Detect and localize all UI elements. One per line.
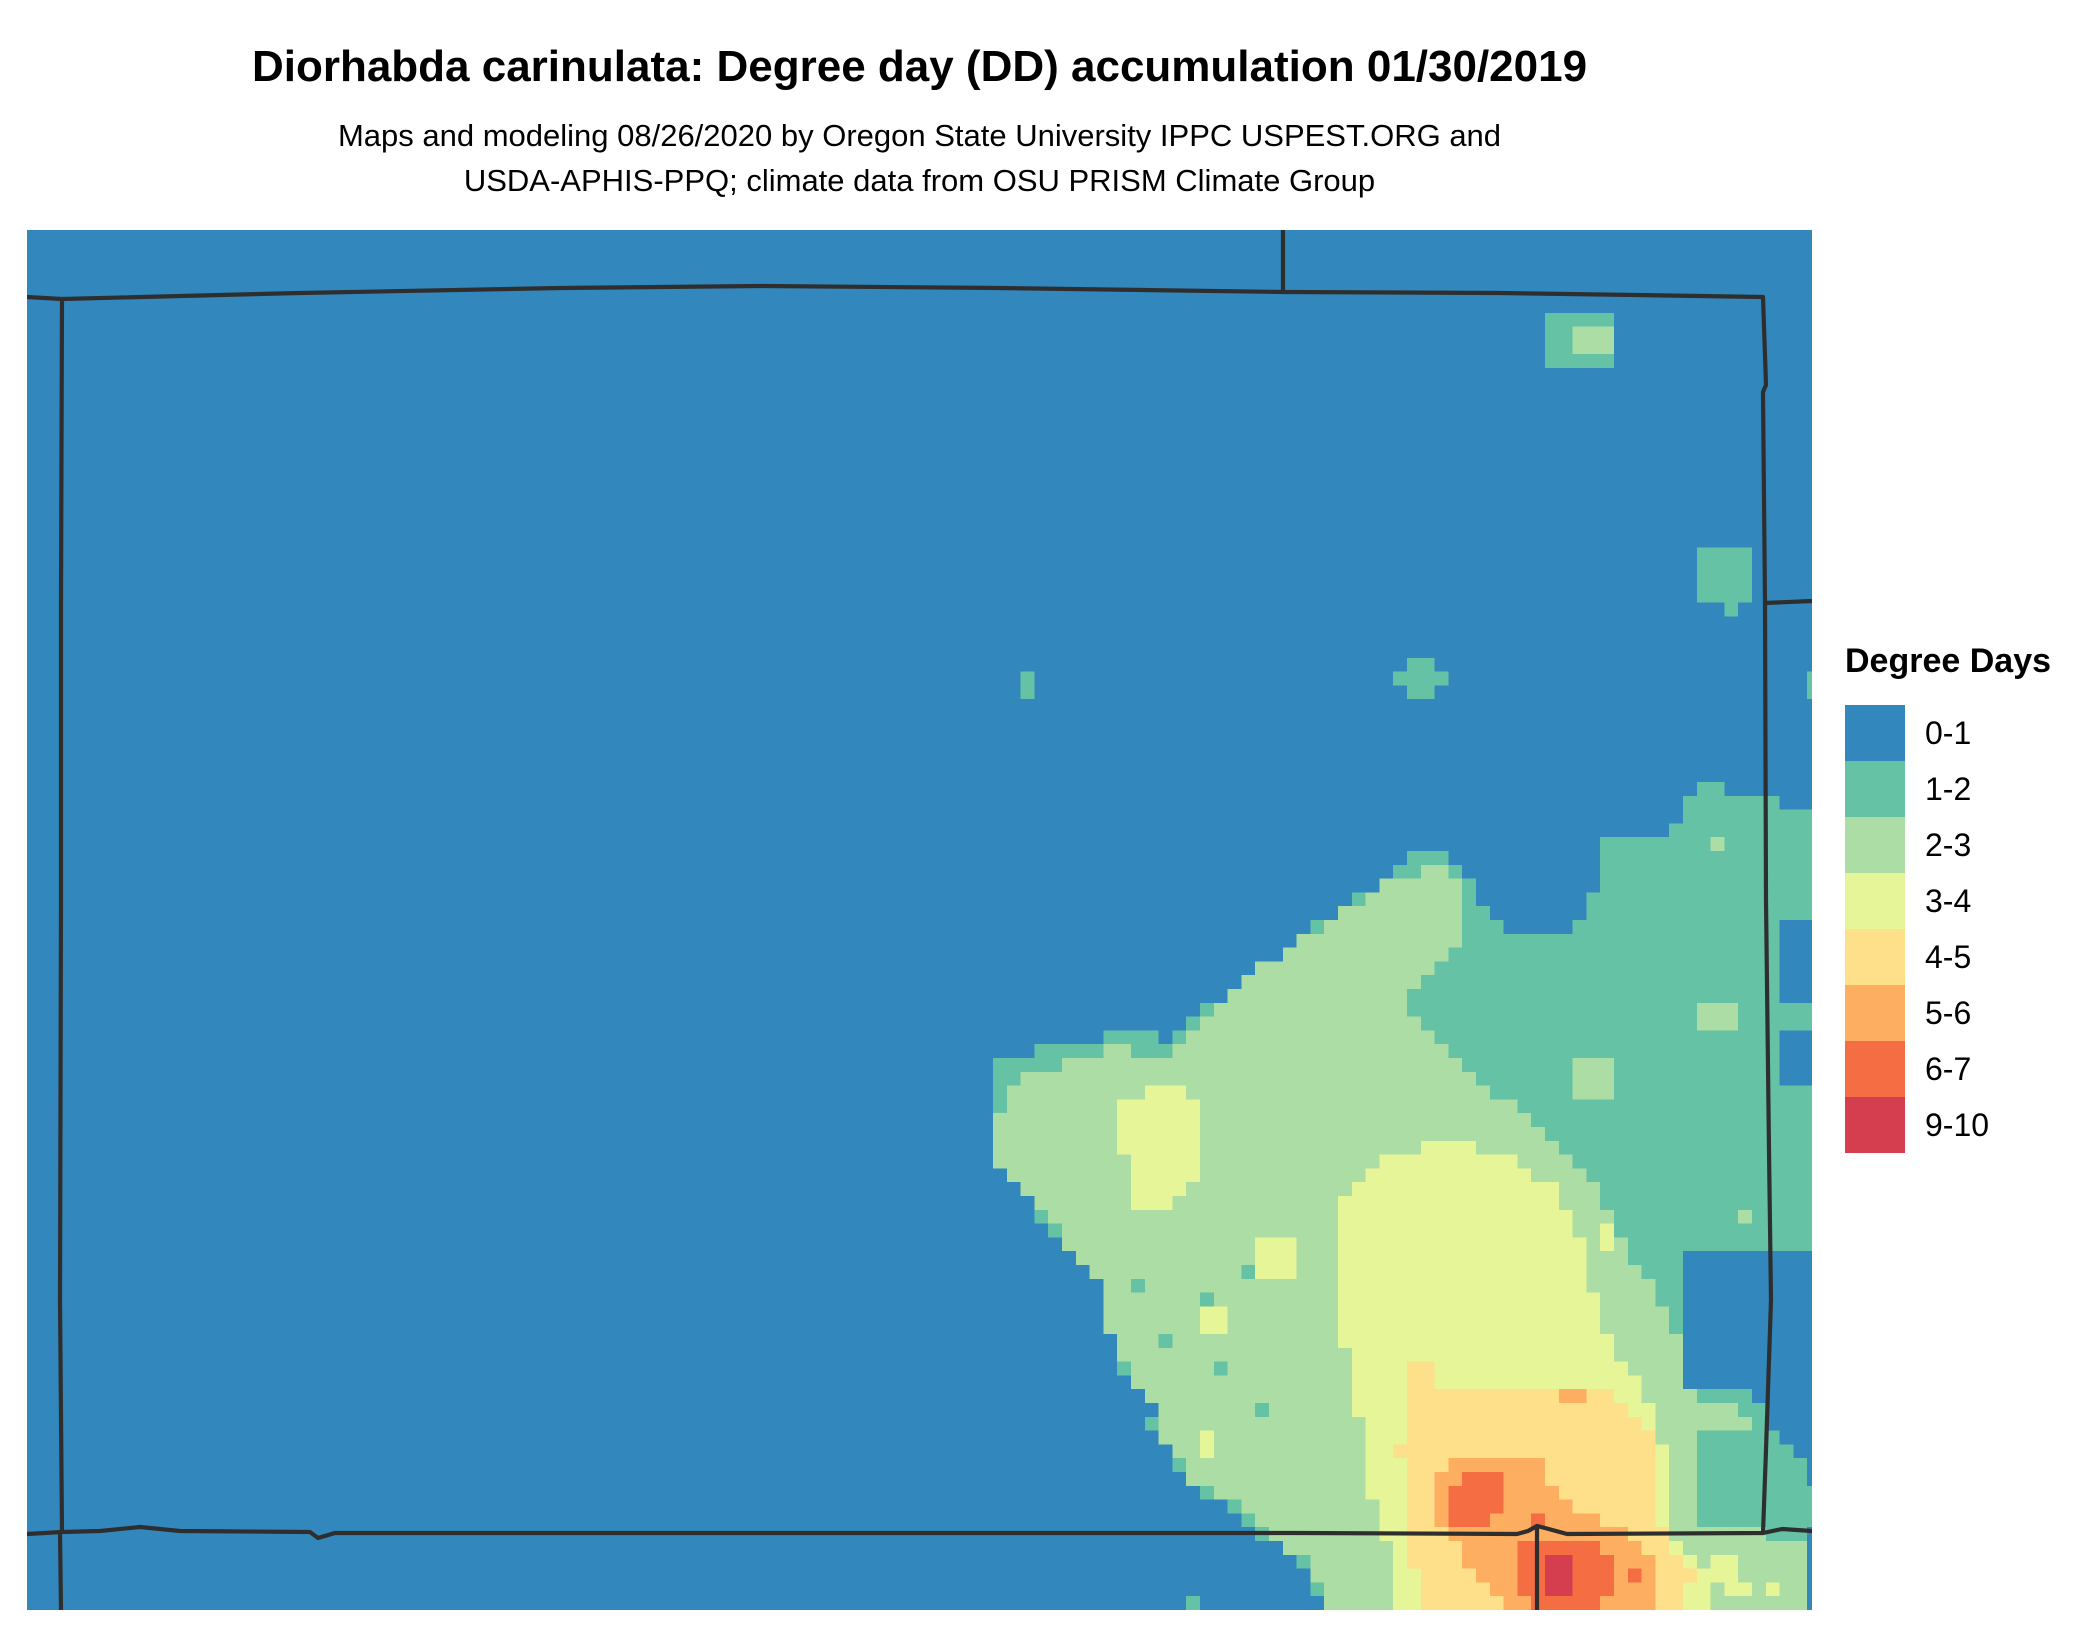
page-subtitle-line2: USDA-APHIS-PPQ; climate data from OSU PR… [463,163,1376,198]
dd-5-6-bit [1558,1389,1587,1403]
dd-0-1-east-gap [1683,1251,1766,1390]
dd-3-4-bit-g [1765,1582,1780,1597]
legend-item-5-6: 5-6 [1845,985,2051,1041]
dd-1-2-speck-c [1200,1292,1214,1307]
legend-label: 2-3 [1925,826,1972,863]
dd-2-3-core-north [1572,326,1614,355]
dd-1-2-speck-d [1213,1361,1228,1376]
dd-1-2-patch-lone [1020,671,1035,700]
legend-item-6-7: 6-7 [1845,1041,2051,1097]
legend-label: 4-5 [1925,938,1972,975]
legend-swatch-1-2 [1845,761,1905,817]
neighbor-line-southeast [1760,1526,1812,1536]
dd-1-2-east-strip-c [1779,1085,1812,1252]
neighbor-line-west-top [27,294,65,302]
dd-3-4-bit-f [1724,1582,1752,1597]
dd-1-2-speck-b [1158,1334,1173,1348]
legend-label: 5-6 [1925,994,1972,1031]
dd-1-2-speck-e [1241,1265,1256,1279]
legend: Degree Days 0-1 1-2 2-3 3-4 4-5 5-6 6-7 9-10 [1845,642,2051,1153]
dd-3-4-bit-b [1200,1306,1228,1334]
page-title: Diorhabda carinulata: Degree day (DD) ac… [251,42,1588,91]
neighbor-line-southwest [57,1529,64,1610]
dd-6-7-bit-a [1531,1513,1545,1528]
dd-3-4-bit-e [1710,1554,1739,1583]
legend-label: 3-4 [1925,882,1972,919]
legend-swatch-2-3 [1845,817,1905,873]
dd-1-2-east-strip-a [1779,809,1812,920]
legend-item-2-3: 2-3 [1845,817,2051,873]
legend-item-1-2: 1-2 [1845,761,2051,817]
legend-item-0-1: 0-1 [1845,705,2051,761]
dd-1-2-patch-cross-b [1407,657,1435,700]
neighbor-line-east [1762,598,1812,606]
dd-3-4-bit-c [1200,1430,1214,1459]
map-canvas-svg [27,230,1812,1610]
legend-label: 0-1 [1925,714,1972,751]
legend-label: 1-2 [1925,770,1972,807]
legend-swatch-5-6 [1845,985,1905,1041]
legend-items: 0-1 1-2 2-3 3-4 4-5 5-6 6-7 9-10 [1845,705,2051,1153]
dd-4-5-bit [1407,1361,1435,1390]
dd-2-3-speck-a [1572,1058,1614,1100]
dd-1-2-patch-border-b [1724,602,1739,617]
dd-1-2-patch-border-a [1696,547,1752,603]
dd-2-3-speck-b [1696,1002,1739,1031]
neighbor-line-west-bottom [27,1529,65,1537]
dd-2-3-speck-c [1710,837,1725,851]
dd-6-7-bit-b [1627,1568,1642,1583]
dd-2-3-core-tongue [1407,878,1463,920]
legend-swatch-9-10 [1845,1097,1905,1153]
legend-swatch-4-5 [1845,929,1905,985]
state-border-main [57,283,1774,1541]
dd-1-2-south-bit [1186,1596,1200,1610]
legend-swatch-3-4 [1845,873,1905,929]
dd-1-2-speck-a [1131,1278,1145,1293]
dd-3-4-bit-a [1255,1237,1297,1279]
dd-2-3-speck-d [1738,1209,1752,1224]
degree-day-map [27,230,1812,1610]
dd-9-10-core [1545,1554,1573,1597]
page-subtitle-line1: Maps and modeling 08/26/2020 by Oregon S… [337,118,1502,153]
dd-1-2-east-strip-d [1779,1485,1812,1528]
dd-3-4-streak [1117,1085,1200,1210]
legend-item-9-10: 9-10 [1845,1097,2051,1153]
legend-title: Degree Days [1845,642,2052,680]
legend-item-3-4: 3-4 [1845,873,2051,929]
dd-6-7-upper [1448,1472,1504,1528]
legend-label: 6-7 [1925,1050,1972,1087]
legend-swatch-6-7 [1845,1041,1905,1097]
legend-label: 9-10 [1925,1106,1990,1143]
dd-1-2-speck-f [1255,1403,1269,1417]
legend-swatch-0-1 [1845,705,1905,761]
legend-item-4-5: 4-5 [1845,929,2051,985]
dd-1-2-patch-edge [1807,671,1812,700]
dd-3-4-bit-d [1600,1223,1614,1252]
dd-1-2-east-strip-b [1779,1002,1812,1031]
